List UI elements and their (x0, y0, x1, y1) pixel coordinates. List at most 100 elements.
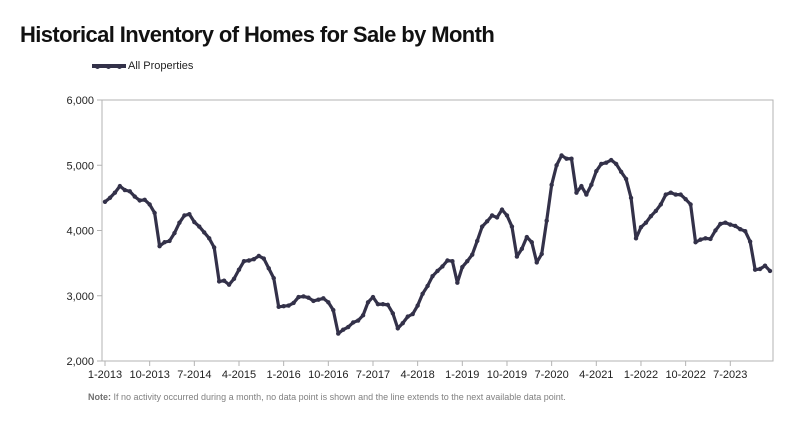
y-tick-label: 6,000 (66, 95, 94, 107)
data-point (678, 192, 683, 197)
data-point (311, 298, 316, 304)
x-tick-label: 4-2015 (222, 369, 256, 381)
data-point (683, 196, 688, 202)
data-point (172, 230, 177, 236)
data-point (440, 264, 445, 269)
data-point (668, 190, 673, 195)
data-point (266, 266, 271, 271)
x-tick-label: 7-2014 (177, 369, 211, 381)
data-point (569, 156, 574, 161)
x-tick-label: 10-2013 (129, 369, 169, 381)
data-point (747, 239, 753, 244)
series-points (102, 153, 773, 336)
data-point (693, 240, 698, 245)
data-point (524, 234, 530, 240)
data-point (360, 313, 366, 318)
data-point (479, 224, 485, 229)
data-point (276, 304, 281, 310)
data-point (504, 213, 510, 218)
data-point (177, 220, 182, 225)
chart-title: Historical Inventory of Homes for Sale b… (20, 22, 495, 47)
data-point (336, 331, 341, 336)
data-point (375, 302, 381, 307)
data-point (673, 192, 678, 197)
data-point (628, 195, 634, 201)
data-point (762, 263, 768, 268)
data-point (137, 198, 142, 203)
data-point (564, 156, 569, 161)
x-tick-label: 1-2013 (88, 369, 122, 381)
data-point (708, 236, 713, 242)
data-point (316, 297, 321, 302)
y-tick-label: 4,000 (66, 226, 94, 238)
data-point (187, 211, 192, 217)
x-tick-label: 7-2017 (356, 369, 390, 381)
y-tick-label: 5,000 (66, 160, 94, 172)
legend-label: All Properties (128, 60, 194, 72)
data-point (157, 243, 162, 249)
data-point (281, 303, 286, 309)
data-point (231, 276, 237, 281)
data-point (445, 258, 450, 263)
data-point (370, 294, 376, 300)
data-point (261, 256, 267, 261)
data-point (465, 258, 470, 264)
data-point (167, 238, 172, 244)
data-point (604, 160, 609, 165)
data-point (390, 311, 396, 316)
data-point (430, 273, 435, 279)
x-tick-label: 4-2018 (401, 369, 435, 381)
data-point (345, 324, 351, 330)
data-point (192, 219, 197, 225)
data-point (236, 267, 242, 272)
data-point (599, 161, 604, 167)
data-point (326, 300, 331, 305)
data-point (435, 268, 440, 274)
x-tick-label: 1-2019 (445, 369, 479, 381)
data-point (767, 268, 773, 274)
data-point (623, 176, 629, 182)
data-point (331, 307, 336, 313)
data-point (385, 302, 391, 308)
data-point (470, 252, 475, 257)
data-point (713, 228, 718, 233)
x-tick-label: 7-2023 (713, 369, 747, 381)
data-point (197, 224, 202, 229)
data-point (271, 275, 276, 281)
data-point (723, 220, 728, 225)
x-tick-label: 7-2020 (535, 369, 569, 381)
x-axis: 1-2013 10-2013 7-2014 4-2015 1-2016 10-2016 7-… (88, 361, 747, 381)
series-line-all-properties (103, 153, 772, 336)
data-point (509, 224, 515, 229)
data-point (608, 157, 614, 163)
data-point (742, 228, 748, 234)
data-point (728, 222, 733, 227)
data-point (757, 266, 763, 272)
data-point (341, 327, 346, 332)
data-point (301, 294, 306, 299)
data-point (534, 260, 539, 265)
data-point (400, 320, 405, 326)
data-point (663, 192, 668, 197)
data-point (643, 220, 649, 225)
data-point (688, 202, 693, 207)
data-point (633, 236, 639, 241)
data-point (494, 215, 500, 220)
legend-swatch (92, 63, 126, 69)
legend: All Properties (92, 60, 193, 72)
data-point (489, 213, 495, 218)
data-point (455, 280, 460, 285)
data-point (395, 326, 400, 331)
data-point (594, 168, 599, 174)
footnote: Note: If no activity occurred during a m… (88, 392, 566, 402)
data-point (112, 190, 118, 195)
data-point (221, 278, 227, 283)
y-tick-label: 3,000 (66, 291, 94, 303)
data-point (752, 267, 758, 272)
data-point (415, 303, 420, 308)
data-point (658, 202, 664, 207)
data-point (450, 258, 455, 264)
data-point (475, 238, 480, 244)
data-point (519, 246, 525, 251)
data-point (554, 163, 559, 168)
